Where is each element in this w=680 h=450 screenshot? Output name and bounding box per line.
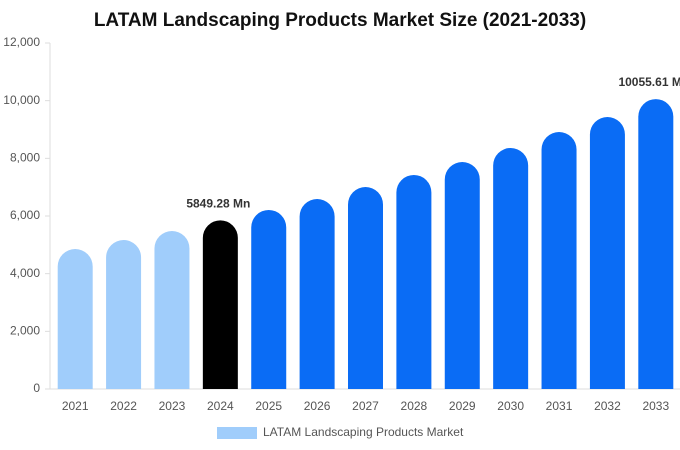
x-tick-label: 2029 [449,399,476,413]
bar [299,198,335,389]
x-tick-label: 2021 [62,399,89,413]
bar [589,116,625,389]
x-tick-label: 2022 [110,399,137,413]
y-tick-label: 0 [33,381,40,395]
x-tick-label: 2028 [401,399,428,413]
bar [541,132,577,389]
y-tick-label: 12,000 [3,35,40,49]
x-tick-label: 2023 [159,399,186,413]
bar [251,209,287,389]
bar [638,99,674,390]
y-tick-label: 4,000 [10,266,40,280]
data-label: 5849.28 Mn [186,197,250,211]
x-tick-label: 2030 [497,399,524,413]
data-label: 10055.61 Mn [618,75,680,89]
legend-label: LATAM Landscaping Products Market [263,425,464,439]
x-tick-label: 2026 [304,399,331,413]
bar [202,220,238,389]
y-tick-label: 6,000 [10,208,40,222]
x-tick-label: 2032 [594,399,621,413]
legend-swatch [217,427,257,439]
y-tick-label: 2,000 [10,324,40,338]
y-tick-label: 8,000 [10,151,40,165]
x-tick-label: 2033 [642,399,669,413]
bar [396,174,432,389]
bar [57,248,93,389]
bar [154,230,190,389]
x-tick-label: 2024 [207,399,234,413]
y-tick-label: 10,000 [3,93,40,107]
bar [348,186,383,389]
x-tick-label: 2027 [352,399,379,413]
x-tick-label: 2025 [255,399,282,413]
chart-title: LATAM Landscaping Products Market Size (… [94,10,586,31]
x-tick-label: 2031 [546,399,573,413]
bar [493,147,529,389]
bar [106,239,142,389]
bar [444,161,480,389]
